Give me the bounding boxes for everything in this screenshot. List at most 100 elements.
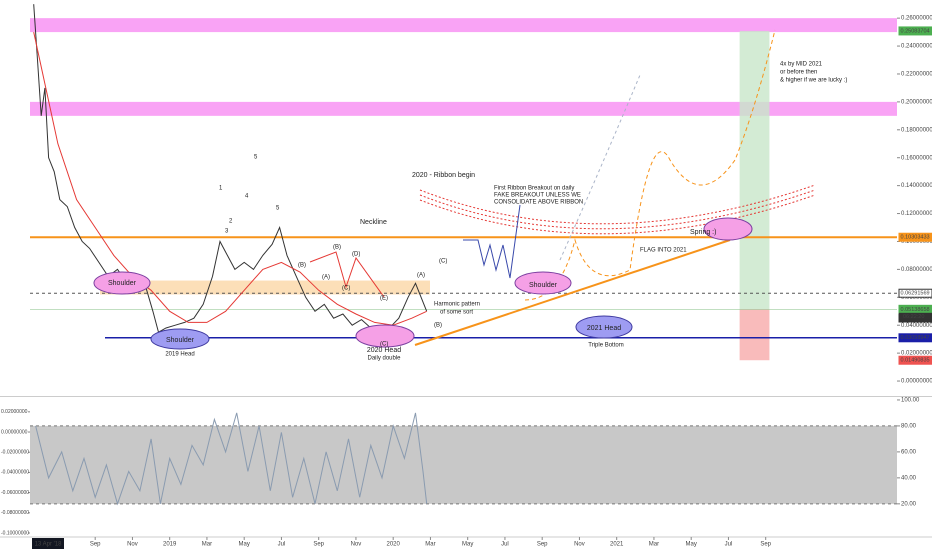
countdown-box [899,312,932,320]
annotation: Harmonic pattern [434,302,480,308]
y2-tick-label: 0.02000000 [1,409,28,415]
wave-label: (A) [322,275,330,281]
zones [30,18,897,361]
y2-tick-label: -0.04000000 [1,470,29,476]
annotation: First Ribbon Breakout on daily [494,186,574,192]
y2-tick-label: -0.06000000 [1,490,29,496]
y-tick-label: 0.18000000 [901,127,932,133]
wave-label: (B) [434,323,442,329]
annotation: Triple Bottom [588,343,623,349]
x-tick-label: Jul [501,542,509,548]
band [30,425,897,504]
x-tick-label: Mar [649,542,659,548]
line [35,412,428,506]
price-label-box [898,288,932,298]
y-tick-label: 0.14000000 [901,183,932,189]
x-tick-label: 2021 [610,542,624,548]
annotation: Shoulder [166,337,195,344]
x-tick-label: May [686,542,697,548]
annotation: FAKE BREAKOUT UNLESS WE [494,193,581,199]
y-tick-label: 60.00 [901,449,917,455]
wave-label: (C) [342,286,350,292]
y2-tick-label: -0.10000000 [1,530,29,536]
price-label: 0.25083704 [901,28,930,34]
wave-label: 5 [254,155,258,161]
annotation: CONSOLIDATE ABOVE RIBBON [494,200,583,206]
x-tick-label: May [462,542,473,548]
price-label-box [898,355,932,365]
price-label-box [898,333,932,343]
trend-line [414,239,731,346]
wave-label: (C) [439,259,447,265]
x-tick-label: Mar [202,542,212,548]
wave-label: (D) [352,252,360,258]
annotation: & higher if we are lucky :) [780,78,847,84]
annotation: Daily double [367,356,401,362]
wave-label: (C) [380,342,388,348]
y-tick-label: 0.20000000 [901,99,932,105]
y-tick-label: 0.02000000 [901,351,932,357]
price-label: 0.01490835 [901,358,930,364]
wave [463,204,521,279]
annotation: 2019 Head [165,352,194,358]
countdown: 06:22:20 [903,314,924,320]
annotation: 2020 Head [367,347,401,354]
y-tick-label: 0.08000000 [901,267,932,273]
zone [30,18,897,33]
cursor-label: 13 Apr '18 [35,542,62,548]
annotation: 2021 Head [587,325,621,332]
price-label: 0.10303433 [901,235,930,241]
zone [30,101,897,116]
stop-box [739,309,770,361]
y-tick-label: 0.06000000 [901,295,932,301]
x-tick-label: Nov [127,542,138,548]
price-label: 0.03098947 [901,335,930,341]
annotation: Shoulder [108,280,137,287]
ribbon [419,194,816,235]
spring-marker [703,217,753,241]
y-tick-label: 0.22000000 [901,72,932,78]
y-tick-label: 0.04000000 [901,323,932,329]
wave-label: (E) [380,296,388,302]
wave-label: 1 [219,186,223,192]
wave-label: 4 [245,194,249,200]
annotation: Spring :) [690,229,716,236]
y2-tick-label: -0.08000000 [1,510,29,516]
wave-label: 3 [225,229,229,235]
x-tick-label: Jul [725,542,733,548]
annotation: of some sort [440,310,473,316]
x-tick-label: 2020 [387,542,401,548]
drawings [93,29,816,350]
y-tick-label: 20.00 [901,501,917,507]
x-tick-label: Mar [425,542,435,548]
annotation: 4x by MID 2021 [780,62,823,68]
wave-label: (A) [417,273,425,279]
y2-tick-label: 0.00000000 [1,429,28,435]
x-tick-label: Sep [313,542,324,548]
wave-label: 2 [229,219,233,225]
y-tick-label: 0.00000000 [901,379,932,385]
y-tick-label: 40.00 [901,475,917,481]
price-label-box [898,26,932,36]
price-label: 0.06291569 [901,291,930,297]
y-tick-label: 0.16000000 [901,155,932,161]
ribbon [419,184,816,225]
y2-tick-label: -0.02000000 [1,450,29,456]
projection [559,74,641,261]
annotation: FLAG INTO 2021 [640,248,687,254]
y-tick-label: 80.00 [901,423,917,429]
y-tick-label: 0.26000000 [901,16,932,22]
annotation: Shoulder [529,282,558,289]
ribbon [419,189,816,230]
y-tick-label: 0.24000000 [901,44,932,50]
x-tick-label: Sep [760,542,771,548]
line [33,4,428,333]
shoulder-marker [514,271,572,295]
wave-label: (B) [298,263,306,269]
x-tick-label: Sep [537,542,548,548]
head-marker [575,315,633,339]
annotation: or before then [780,70,817,76]
x-tick-label: May [239,542,250,548]
cursor-box [32,538,64,549]
